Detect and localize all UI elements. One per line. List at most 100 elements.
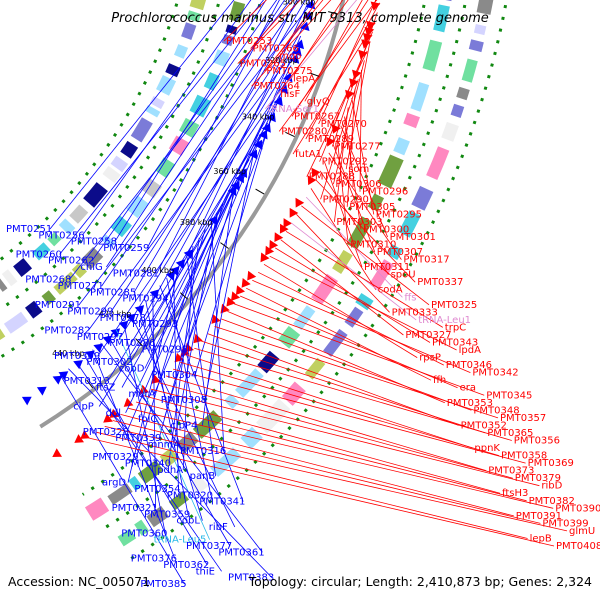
tick-label: 300 kbp — [283, 0, 316, 6]
forward-gene-arrow — [109, 408, 120, 418]
gene-label: era — [460, 383, 476, 394]
feature-block — [393, 137, 410, 156]
gene-label: hisF — [280, 89, 300, 100]
tick-mark — [220, 242, 229, 249]
leader-line — [310, 188, 377, 290]
gene-label: ftsH3 — [502, 488, 528, 499]
feature-block — [411, 185, 434, 211]
gene-label: PMT0302 — [86, 357, 132, 368]
feature-block — [137, 459, 164, 484]
leader-line — [143, 395, 501, 494]
leader-line — [324, 161, 363, 268]
gene-label: PMT0294 — [122, 294, 168, 305]
gene-label: PMT0333 — [392, 307, 438, 318]
gene-label: PMT0311 — [364, 262, 410, 273]
feature-block — [3, 311, 29, 334]
gene-label: PMT0291 — [35, 300, 81, 311]
reverse-gene-arrow — [253, 139, 263, 150]
leader-line — [305, 2, 380, 140]
tick-label: 380 kbp — [180, 218, 213, 227]
reverse-gene-arrow — [118, 320, 129, 331]
gene-label: folC — [138, 414, 157, 425]
gene-label: PMT0345 — [486, 390, 532, 401]
gene-label: PMT0259 — [103, 243, 149, 254]
feature-block — [209, 447, 242, 477]
forward-gene-arrow — [226, 296, 236, 307]
leader-line — [344, 116, 362, 230]
gene-label: PMT0359 — [144, 509, 190, 520]
forward-gene-arrow — [80, 430, 90, 439]
leader-line — [223, 0, 267, 42]
forward-gene-arrow — [52, 448, 62, 457]
leader-line — [328, 152, 402, 260]
feature-block — [234, 368, 264, 398]
feature-block — [83, 182, 108, 208]
forward-gene-arrow — [289, 207, 299, 218]
gene-label: PMT0258 — [71, 237, 117, 248]
feature-block — [1, 269, 18, 287]
gene-label: ffh — [433, 375, 446, 386]
leader-line — [59, 0, 265, 255]
feature-block — [311, 273, 339, 305]
gene-label: PMT0266 — [253, 44, 299, 55]
feature-block — [168, 135, 190, 157]
gene-label: PMT0290 — [323, 194, 369, 205]
feature-block — [120, 140, 139, 159]
gene-label: PMT0305 — [349, 202, 395, 213]
feature-block — [346, 216, 373, 250]
gene-label: mqo — [279, 51, 301, 62]
feature-block — [281, 381, 306, 406]
leader-line — [319, 31, 373, 162]
leader-line — [258, 271, 444, 366]
gene-label: PMT0369 — [528, 458, 574, 469]
leader-line — [202, 186, 235, 426]
feature-block — [110, 215, 132, 238]
gene-label: PMT0307 — [377, 247, 423, 258]
leader-line — [100, 342, 263, 553]
feature-block — [355, 292, 374, 311]
gene-label: PMT0399 — [542, 518, 588, 529]
feature-block — [386, 244, 403, 261]
leader-line — [82, 0, 252, 236]
leader-line — [318, 0, 377, 125]
gene-label: lepB — [530, 534, 552, 545]
gene-label: PMT0327 — [405, 330, 451, 341]
leader-line — [269, 255, 457, 351]
leader-line — [115, 329, 210, 540]
gene-label: PMT0340 — [125, 459, 171, 470]
gene-label: glyQ — [307, 96, 330, 107]
leader-line — [91, 0, 278, 261]
feature-block — [192, 410, 223, 439]
tick-label: 420 kbp — [99, 310, 132, 319]
forward-gene-arrow — [374, 0, 378, 2]
leader-line — [306, 50, 368, 177]
leader-line — [233, 303, 485, 396]
leader-line — [292, 21, 376, 155]
leader-line — [340, 125, 388, 238]
feature-block — [240, 426, 263, 450]
gene-label: PMT0408 — [556, 541, 600, 552]
tick-mark — [86, 379, 94, 389]
gene-label: PMT0260 — [16, 249, 62, 260]
feature-block — [47, 232, 62, 247]
feature-block — [186, 10, 202, 23]
tick-mark — [285, 131, 295, 137]
leader-line — [332, 12, 378, 147]
gene-label: ffs — [404, 292, 416, 303]
gene-label: PMT0277 — [334, 142, 380, 153]
gene-label: PMT0341 — [199, 497, 245, 508]
feature-block — [102, 165, 121, 184]
leader-line — [49, 0, 235, 230]
gene-label: PMT0268 — [25, 275, 71, 286]
leader-line — [333, 60, 365, 185]
leader-line — [125, 168, 245, 413]
leader-line — [110, 15, 307, 312]
feature-block — [149, 96, 165, 110]
feature-block — [293, 305, 316, 331]
leader-line — [291, 222, 417, 321]
feature-block — [461, 58, 478, 83]
feature-block — [32, 242, 51, 261]
leader-line — [159, 285, 244, 502]
leader-line — [250, 0, 294, 49]
forward-gene-arrow — [123, 397, 134, 407]
